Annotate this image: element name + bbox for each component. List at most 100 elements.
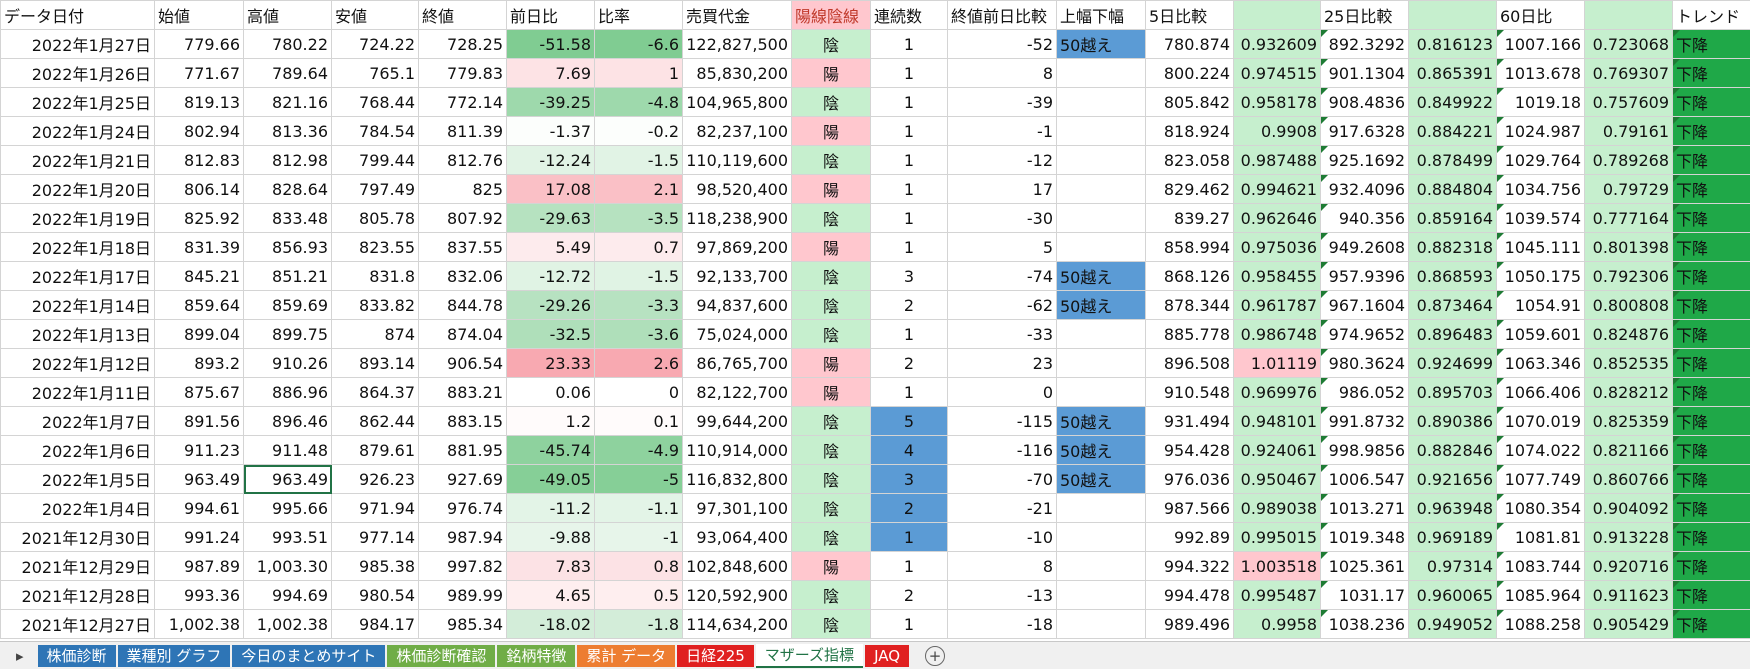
cell[interactable]: -11.2: [507, 494, 595, 523]
cell[interactable]: 998.9856: [1321, 436, 1409, 465]
cell[interactable]: 994.322: [1146, 552, 1234, 581]
cell[interactable]: 50越え: [1057, 407, 1146, 436]
cell[interactable]: [1057, 175, 1146, 204]
cell[interactable]: 0.975036: [1234, 233, 1321, 262]
cell[interactable]: 1,002.38: [155, 610, 244, 639]
sheet-tab[interactable]: 株価診断確認: [387, 645, 495, 667]
cell[interactable]: 2022年1月21日: [1, 146, 155, 175]
cell[interactable]: 下降: [1673, 378, 1750, 407]
cell[interactable]: 98,520,400: [683, 175, 792, 204]
cell[interactable]: -4.9: [595, 436, 683, 465]
cell[interactable]: 1050.175: [1497, 262, 1585, 291]
cell[interactable]: 93,064,400: [683, 523, 792, 552]
cell[interactable]: [1057, 581, 1146, 610]
cell[interactable]: 2022年1月17日: [1, 262, 155, 291]
cell[interactable]: 910.548: [1146, 378, 1234, 407]
cell[interactable]: 883.15: [419, 407, 507, 436]
cell[interactable]: 0: [948, 378, 1057, 407]
cell[interactable]: 0.801398: [1585, 233, 1673, 262]
cell[interactable]: 97,301,100: [683, 494, 792, 523]
cell[interactable]: 1031.17: [1321, 581, 1409, 610]
cell[interactable]: [1057, 494, 1146, 523]
cell[interactable]: 1074.022: [1497, 436, 1585, 465]
cell[interactable]: 1080.354: [1497, 494, 1585, 523]
cell[interactable]: 780.874: [1146, 30, 1234, 59]
cell[interactable]: 2022年1月5日: [1, 465, 155, 494]
cell[interactable]: 0.986748: [1234, 320, 1321, 349]
cell[interactable]: 50越え: [1057, 291, 1146, 320]
sheet-tab[interactable]: JAQ: [865, 645, 909, 667]
cell[interactable]: 陽: [792, 233, 871, 262]
cell[interactable]: 92,133,700: [683, 262, 792, 291]
cell[interactable]: 997.82: [419, 552, 507, 581]
cell[interactable]: 994.61: [155, 494, 244, 523]
cell[interactable]: 0.825359: [1585, 407, 1673, 436]
cell[interactable]: 0.948101: [1234, 407, 1321, 436]
cell[interactable]: 992.89: [1146, 523, 1234, 552]
cell[interactable]: 0.852535: [1585, 349, 1673, 378]
cell[interactable]: 986.052: [1321, 378, 1409, 407]
cell[interactable]: 825: [419, 175, 507, 204]
header-cell[interactable]: 始値: [155, 1, 244, 30]
cell[interactable]: 980.54: [332, 581, 419, 610]
cell[interactable]: 0.873464: [1409, 291, 1497, 320]
cell[interactable]: 0.789268: [1585, 146, 1673, 175]
cell[interactable]: 2: [871, 581, 948, 610]
cell[interactable]: 0.949052: [1409, 610, 1497, 639]
cell[interactable]: 802.94: [155, 117, 244, 146]
header-cell[interactable]: 陽線陰線: [792, 1, 871, 30]
cell[interactable]: 1063.346: [1497, 349, 1585, 378]
cell[interactable]: 806.14: [155, 175, 244, 204]
cell[interactable]: 1059.601: [1497, 320, 1585, 349]
cell[interactable]: 1: [871, 175, 948, 204]
cell[interactable]: 0.860766: [1585, 465, 1673, 494]
cell[interactable]: 0: [595, 378, 683, 407]
cell[interactable]: 931.494: [1146, 407, 1234, 436]
cell[interactable]: 0.969976: [1234, 378, 1321, 407]
cell[interactable]: 2: [871, 494, 948, 523]
cell[interactable]: -18: [948, 610, 1057, 639]
cell[interactable]: 812.83: [155, 146, 244, 175]
cell[interactable]: 82,237,100: [683, 117, 792, 146]
cell[interactable]: 7.83: [507, 552, 595, 581]
cell[interactable]: 下降: [1673, 436, 1750, 465]
cell[interactable]: 1: [871, 117, 948, 146]
cell[interactable]: 0.904092: [1585, 494, 1673, 523]
cell[interactable]: -62: [948, 291, 1057, 320]
cell[interactable]: 1: [871, 146, 948, 175]
cell[interactable]: 0.961787: [1234, 291, 1321, 320]
cell[interactable]: 99,644,200: [683, 407, 792, 436]
cell[interactable]: 896.46: [244, 407, 332, 436]
cell[interactable]: 859.64: [155, 291, 244, 320]
cell[interactable]: 927.69: [419, 465, 507, 494]
cell[interactable]: 0.5: [595, 581, 683, 610]
cell[interactable]: [1057, 320, 1146, 349]
cell[interactable]: -1.1: [595, 494, 683, 523]
cell[interactable]: 1070.019: [1497, 407, 1585, 436]
cell[interactable]: [1057, 204, 1146, 233]
cell[interactable]: 971.94: [332, 494, 419, 523]
cell[interactable]: 1013.271: [1321, 494, 1409, 523]
cell[interactable]: 844.78: [419, 291, 507, 320]
cell[interactable]: 5: [948, 233, 1057, 262]
sheet-tab[interactable]: 日経225: [677, 645, 754, 667]
cell[interactable]: -9.88: [507, 523, 595, 552]
header-cell[interactable]: 比率: [595, 1, 683, 30]
cell[interactable]: 932.4096: [1321, 175, 1409, 204]
cell[interactable]: 0.974515: [1234, 59, 1321, 88]
cell[interactable]: 0.987488: [1234, 146, 1321, 175]
cell[interactable]: 下降: [1673, 349, 1750, 378]
cell[interactable]: 陰: [792, 204, 871, 233]
cell[interactable]: 2022年1月7日: [1, 407, 155, 436]
cell[interactable]: 879.61: [332, 436, 419, 465]
cell[interactable]: 949.2608: [1321, 233, 1409, 262]
cell[interactable]: 陰: [792, 407, 871, 436]
cell[interactable]: 陽: [792, 117, 871, 146]
cell[interactable]: 1024.987: [1497, 117, 1585, 146]
cell[interactable]: -70: [948, 465, 1057, 494]
cell[interactable]: 797.49: [332, 175, 419, 204]
cell[interactable]: 陰: [792, 262, 871, 291]
cell[interactable]: 102,848,600: [683, 552, 792, 581]
cell[interactable]: 0.9908: [1234, 117, 1321, 146]
cell[interactable]: -12: [948, 146, 1057, 175]
